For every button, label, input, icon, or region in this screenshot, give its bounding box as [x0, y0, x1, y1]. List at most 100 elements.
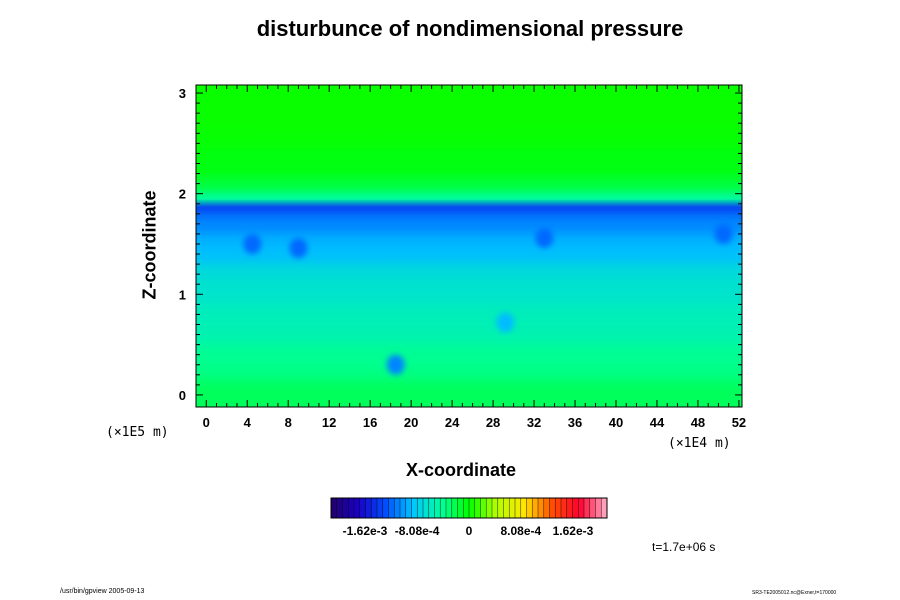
heatmap-band-9 [196, 379, 742, 407]
heatmap-band-7 [196, 304, 742, 345]
colorbar-segment [486, 498, 493, 518]
heatmap-field [196, 85, 742, 407]
colorbar-segment [503, 498, 510, 518]
x-tick-label: 4 [244, 415, 252, 430]
colorbar-segment [480, 498, 487, 518]
colorbar-segment [405, 498, 412, 518]
heatmap-band-4 [196, 210, 742, 234]
colorbar-label: 0 [466, 524, 473, 538]
x-tick-label: 0 [203, 415, 210, 430]
colorbar-segment [515, 498, 522, 518]
x-tick-label: 24 [445, 415, 460, 430]
heatmap-band-2 [196, 193, 742, 204]
colorbar-segment [451, 498, 458, 518]
colorbar-segment [509, 498, 516, 518]
colorbar-segment [549, 498, 556, 518]
colorbar-segment [492, 498, 499, 518]
colorbar-segment [400, 498, 407, 518]
colorbar-segment [578, 498, 585, 518]
x-tick-label: 36 [568, 415, 582, 430]
colorbar-segment [520, 498, 527, 518]
colorbar-frame [330, 497, 608, 519]
heatmap-band-3 [196, 203, 742, 211]
heatmap-band-1 [196, 148, 742, 194]
x-tick-label: 16 [363, 415, 377, 430]
x-axis-label: X-coordinate [406, 460, 517, 480]
heatmap-spot-4 [535, 227, 554, 248]
colorbar-label: -8.08e-4 [395, 524, 440, 538]
heatmap-spot-0 [386, 354, 405, 375]
colorbar-segment [434, 498, 441, 518]
heatmap-spot-3 [289, 238, 308, 259]
colorbar-segment [561, 498, 568, 518]
x-tick-label: 44 [650, 415, 665, 430]
heatmap-spot-1 [496, 312, 515, 333]
colorbar-segment [411, 498, 418, 518]
y-scale-label: (×1E5 m) [106, 425, 169, 440]
colorbar-label: 8.08e-4 [501, 524, 542, 538]
colorbar-segment [428, 498, 435, 518]
chart-title: disturbunce of nondimensional pressure [256, 16, 684, 41]
colorbar-segment [474, 498, 481, 518]
x-tick-label: 40 [609, 415, 623, 430]
heatmap-band-0 [196, 85, 742, 149]
time-label: t=1.7e+06 s [652, 540, 716, 554]
colorbar-segment [336, 498, 343, 518]
colorbar-segment [417, 498, 424, 518]
colorbar-segment [469, 498, 476, 518]
colorbar-segment [543, 498, 550, 518]
plot-frame [195, 84, 743, 408]
colorbar-segment [457, 498, 464, 518]
x-tick-label: 20 [404, 415, 418, 430]
colorbar-segment [423, 498, 430, 518]
x-tick-label: 48 [691, 415, 705, 430]
x-tick-label: 52 [732, 415, 746, 430]
y-axis-label: Z-coordinate [139, 190, 160, 300]
footer-left-text: /usr/bin/gpview 2005-09-13 [60, 588, 145, 595]
colorbar-segment [566, 498, 573, 518]
colorbar-segment [348, 498, 355, 518]
heatmap-band-6 [196, 264, 742, 305]
heatmap-band-8 [196, 344, 742, 380]
colorbar-segment [538, 498, 545, 518]
colorbar-segment [595, 498, 602, 518]
colorbar: -1.62e-3 -8.08e-4 0 8.08e-4 1.62e-3 [330, 497, 608, 538]
x-tick-label: 8 [285, 415, 292, 430]
x-tick-label: 28 [486, 415, 500, 430]
colorbar-segment [526, 498, 533, 518]
colorbar-segment [359, 498, 366, 518]
colorbar-segment [377, 498, 384, 518]
colorbar-segment [601, 498, 608, 518]
colorbar-segment [382, 498, 389, 518]
x-tick-label: 12 [322, 415, 336, 430]
heatmap-band-5 [196, 233, 742, 265]
colorbar-segment [446, 498, 453, 518]
x-scale-label: (×1E4 m) [668, 436, 731, 451]
colorbar-segment [342, 498, 349, 518]
colorbar-segment [354, 498, 361, 518]
y-tick-label: 1 [179, 287, 186, 302]
footer-right-text: SR3-TE2005012.nc@Exner,t=170000 [752, 590, 837, 596]
colorbar-segment [371, 498, 378, 518]
y-tick-label: 3 [179, 86, 186, 101]
heatmap-spot-2 [243, 233, 262, 254]
colorbar-label: 1.62e-3 [553, 524, 594, 538]
colorbar-segment [589, 498, 596, 518]
colorbar-segment [584, 498, 591, 518]
colorbar-segment [463, 498, 470, 518]
heatmap-spot-5 [714, 223, 733, 244]
colorbar-segment [365, 498, 372, 518]
colorbar-label: -1.62e-3 [343, 524, 388, 538]
colorbar-segment [388, 498, 395, 518]
colorbar-segment [497, 498, 504, 518]
y-tick-label: 0 [179, 388, 186, 403]
colorbar-segment [440, 498, 447, 518]
colorbar-segment [532, 498, 539, 518]
colorbar-segment [555, 498, 562, 518]
colorbar-segment [572, 498, 579, 518]
y-tick-label: 2 [179, 187, 186, 202]
x-tick-label: 32 [527, 415, 541, 430]
colorbar-segment [394, 498, 401, 518]
